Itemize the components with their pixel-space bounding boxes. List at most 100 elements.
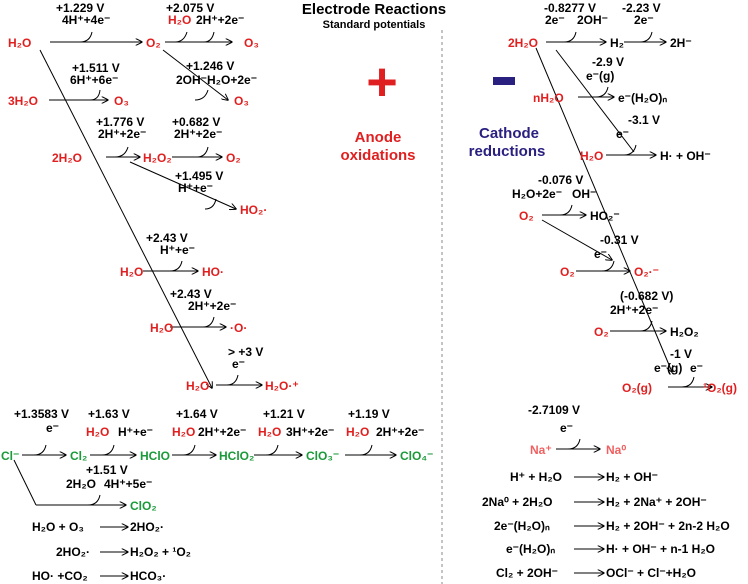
species-o2-gas: O₂(g) bbox=[622, 381, 652, 395]
species-o2: O₂ bbox=[594, 325, 609, 339]
reagent-label: e⁻ bbox=[616, 127, 629, 141]
reagent-label: e⁻ bbox=[560, 421, 573, 435]
equation-left: H⁺ + H₂O bbox=[510, 470, 562, 484]
species-clo4: ClO₄⁻ bbox=[400, 449, 433, 463]
equation-left: H₂O + O₃ bbox=[32, 520, 84, 534]
reagent-label: H₂O bbox=[168, 13, 191, 27]
potential-label: > +3 V bbox=[228, 345, 263, 359]
potential-label: -0.31 V bbox=[600, 233, 639, 247]
chlorine-chain-arrows bbox=[13, 444, 396, 505]
species-superoxide: O₂·⁻ bbox=[634, 265, 659, 279]
species-o-radical: ·O· bbox=[230, 321, 247, 335]
potential-label: +1.246 V bbox=[186, 59, 234, 73]
species-hclo2: HClO₂ bbox=[219, 449, 254, 463]
potential-label: -0.8277 V bbox=[544, 1, 596, 15]
reagent-label: H₂O bbox=[172, 425, 195, 439]
potential-label: -2.7109 V bbox=[528, 403, 580, 417]
species-nh2o: nH₂O bbox=[533, 91, 564, 105]
cathode-secondary-reactions: Na⁺ Na⁰ H⁺ + H₂O H₂ + OH⁻ 2Na⁰ + 2H₂O H₂… bbox=[482, 443, 730, 580]
anode-label-line1: Anode bbox=[355, 129, 402, 146]
species-o3: O₃ bbox=[114, 94, 129, 108]
species-o2: O₂ bbox=[146, 36, 161, 50]
species-clo3: ClO₃⁻ bbox=[306, 449, 339, 463]
reagent-label: 2OH⁻ bbox=[577, 13, 608, 27]
reagent-label: 2H⁺+2e⁻ bbox=[174, 127, 222, 141]
reagent-label: e⁻ bbox=[232, 357, 245, 371]
reagent-label: H₂O bbox=[258, 425, 281, 439]
cathode-label-line2: reductions bbox=[469, 143, 546, 160]
species-o2: O₂ bbox=[226, 151, 241, 165]
potential-label: +1.51 V bbox=[86, 463, 128, 477]
species-cl2: Cl₂ bbox=[70, 449, 87, 463]
reagent-label: 2H⁺+2e⁻ bbox=[610, 303, 658, 317]
species-singlet-oxygen: ¹O₂(g) bbox=[703, 381, 737, 395]
species-h2o2: H₂O₂ bbox=[143, 151, 172, 165]
potential-label: +2.43 V bbox=[146, 231, 188, 245]
equation-left: HO· +CO₂ bbox=[32, 569, 88, 583]
equation-left: Cl₂ + 2OH⁻ bbox=[496, 566, 558, 580]
species-o3: O₃ bbox=[234, 94, 249, 108]
reagent-label: H₂O+2e⁻ bbox=[512, 187, 562, 201]
anode-plus-sign: + bbox=[366, 52, 398, 112]
equation-right: H₂ + 2Na⁺ + 2OH⁻ bbox=[606, 495, 707, 509]
reagent-label: 2H⁺+2e⁻ bbox=[188, 299, 236, 313]
species-solvated-electron: e⁻(H₂O)ₙ bbox=[618, 91, 667, 105]
potential-label: +2.43 V bbox=[170, 287, 212, 301]
potential-label: +1.64 V bbox=[176, 407, 218, 421]
species-h2o: H₂O bbox=[120, 265, 143, 279]
potential-label: +1.229 V bbox=[56, 1, 104, 15]
equation-right: H· + OH⁻ + n-1 H₂O bbox=[606, 542, 715, 556]
species-ho2-radical: HO₂· bbox=[240, 203, 267, 217]
potential-label: -2.9 V bbox=[592, 55, 624, 69]
reagent-label: H₂O bbox=[86, 425, 109, 439]
reagent-label: 2e⁻ bbox=[545, 13, 565, 27]
potential-label: +1.19 V bbox=[348, 407, 390, 421]
anode-label-line2: oxidations bbox=[340, 147, 415, 164]
species-2h2o: 2H₂O bbox=[52, 151, 82, 165]
species-h2o: H₂O bbox=[580, 149, 603, 163]
species-2h2o: 2H₂O bbox=[508, 36, 538, 50]
species-h2o: H₂O bbox=[8, 36, 31, 50]
reagent-label: H₂O+2e⁻ bbox=[207, 73, 257, 87]
species-o2: O₂ bbox=[519, 209, 534, 223]
diagram-title: Electrode Reactions bbox=[302, 1, 446, 18]
reagent-label: 4H⁺+4e⁻ bbox=[62, 13, 110, 27]
species-sodium-ion: Na⁺ bbox=[530, 443, 552, 457]
reagent-label: 4H⁺+5e⁻ bbox=[104, 477, 152, 491]
species-o3: O₃ bbox=[244, 36, 259, 50]
reagent-label: 2e⁻ bbox=[634, 13, 654, 27]
equation-left: 2Na⁰ + 2H₂O bbox=[482, 495, 553, 509]
cathode-minus-sign bbox=[493, 77, 515, 85]
species-ho-radical: HO· bbox=[202, 265, 224, 279]
equation-right: OCl⁻ + Cl⁻+H₂O bbox=[606, 566, 696, 580]
equation-right: H₂ + 2OH⁻ + 2n-2 H₂O bbox=[606, 519, 730, 533]
potential-label: +1.511 V bbox=[72, 61, 120, 75]
reagent-label: 2H⁺+2e⁻ bbox=[198, 425, 246, 439]
reagent-label: e⁻(g) bbox=[586, 69, 614, 83]
equation-right: H₂ + OH⁻ bbox=[606, 470, 658, 484]
potential-label: (-0.682 V) bbox=[620, 289, 673, 303]
reagent-label: e⁻ bbox=[46, 421, 59, 435]
anode-upper-reactions: H₂O +1.229 V 4H⁺+4e⁻ O₂ +2.075 V H₂O 2H⁺… bbox=[8, 1, 299, 393]
reagent-label: 3H⁺+2e⁻ bbox=[286, 425, 334, 439]
reagent-label: H⁺+e⁻ bbox=[160, 243, 195, 257]
reagent-label: H₂O bbox=[346, 425, 369, 439]
species-h2o2: H₂O₂ bbox=[670, 325, 699, 339]
species-clo2: ClO₂ bbox=[130, 499, 157, 513]
equation-left: e⁻(H₂O)ₙ bbox=[506, 542, 555, 556]
reagent-label: e⁻ bbox=[594, 247, 607, 261]
species-sodium-ion: Na⁰ bbox=[0, 0, 20, 3]
reagent-label: 2OH⁻ bbox=[176, 73, 207, 87]
equation-left: 2e⁻(H₂O)ₙ bbox=[494, 519, 550, 533]
species-chloride: Cl⁻ bbox=[1, 449, 19, 463]
potential-label: +1.63 V bbox=[88, 407, 130, 421]
species-o2: O₂ bbox=[560, 265, 575, 279]
species-hclo: HClO bbox=[140, 449, 170, 463]
reagent-label: e⁻ bbox=[690, 361, 703, 375]
equation-right: 2HO₂· bbox=[130, 520, 164, 534]
reagent-label: e⁻(g) bbox=[654, 361, 682, 375]
species-h2o-radical-cation: H₂O·⁺ bbox=[265, 379, 299, 393]
potential-label: +1.776 V bbox=[96, 115, 144, 129]
equation-right: H₂O₂ + ¹O₂ bbox=[130, 545, 191, 559]
